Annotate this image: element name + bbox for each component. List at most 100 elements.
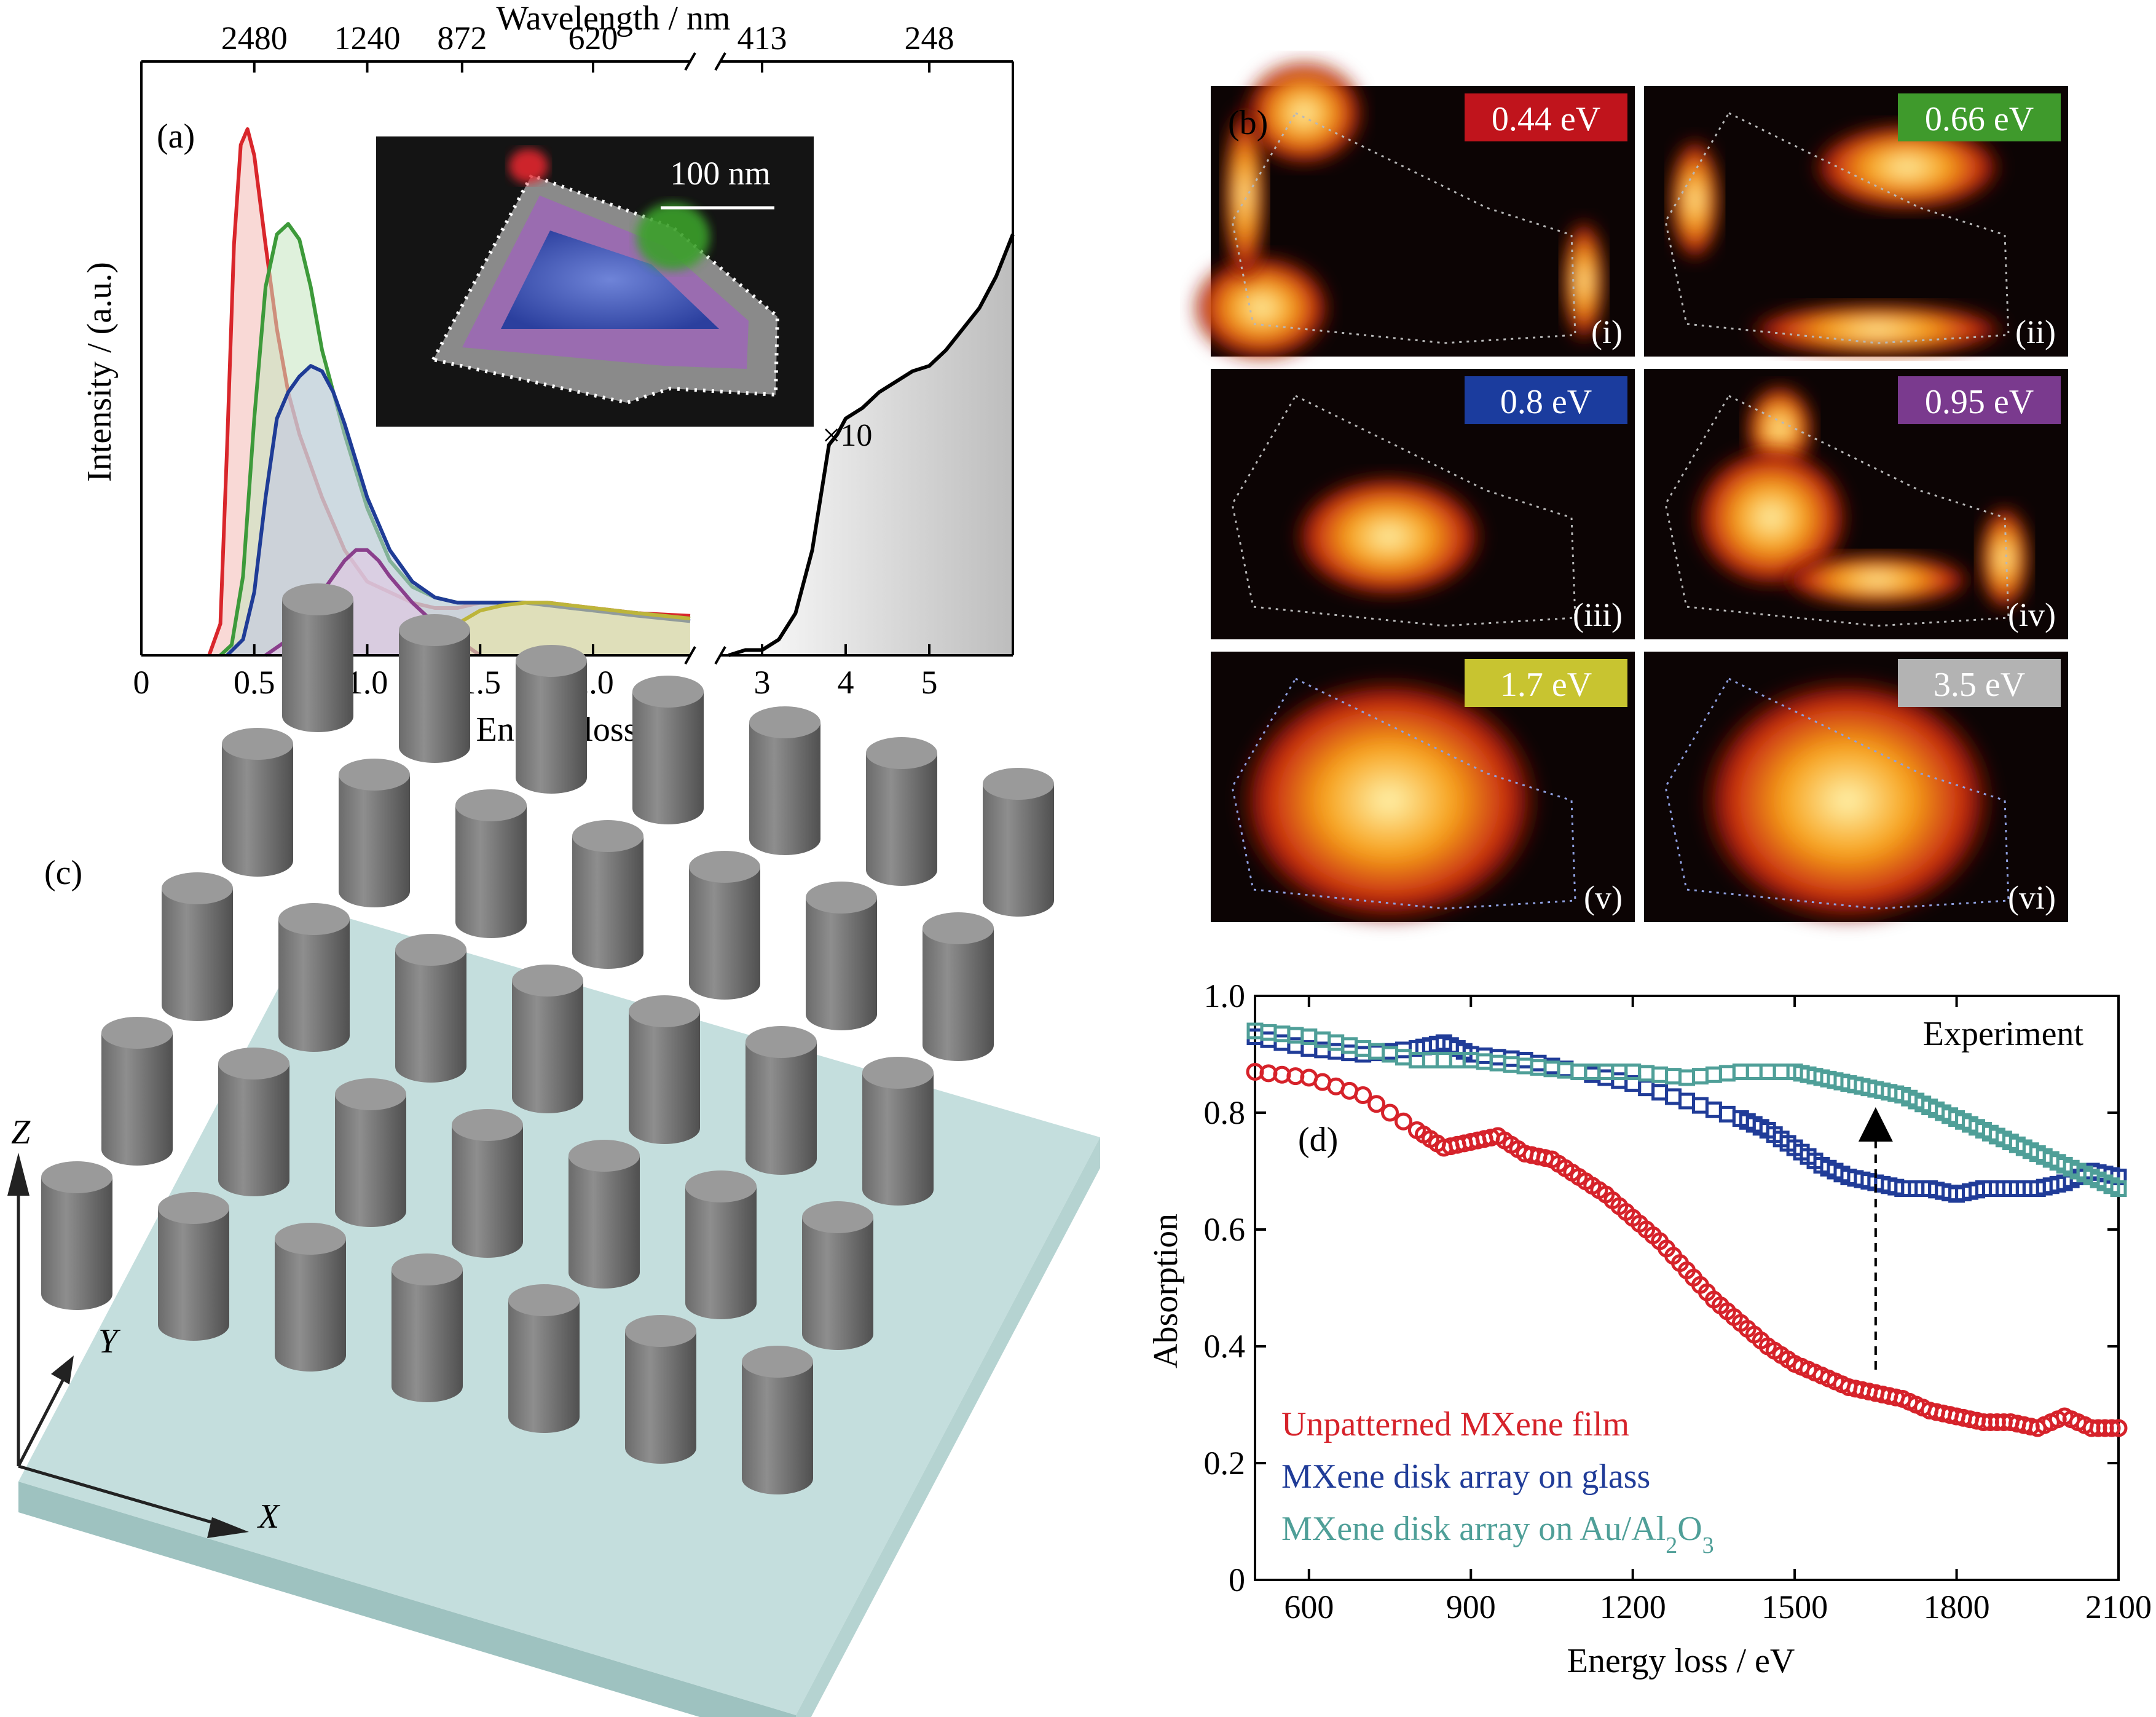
mxene-disk [516,645,587,794]
energy-badge [1465,93,1627,141]
mxene-disk [629,995,700,1144]
mxene-disk [275,1223,346,1372]
series-1-point [1718,1105,1736,1123]
map-index-label: (iv) [2008,596,2056,633]
energy-badge [1898,659,2061,707]
mxene-disk [749,706,820,855]
disk-top [569,1140,640,1172]
map-index-label: (ii) [2015,314,2056,350]
map-hotspot [1296,476,1482,598]
energy-badge-label: 0.44 eV [1492,100,1600,138]
mxene-disk [101,1017,173,1166]
absorption-axis-title: Absorption [1147,1214,1185,1368]
intensity-axis-title: Intensity / (a.u.) [81,262,119,482]
axis-break-mark [684,646,696,665]
d-xtick-label: 600 [1284,1589,1334,1625]
coordinate-axes [7,1153,249,1538]
disk-top [689,851,760,883]
series-0-point [1394,1112,1412,1131]
series-0-point [1367,1095,1386,1113]
disk-top [278,903,350,935]
disk-top [862,1057,934,1089]
disk-top [158,1192,229,1224]
disk-side [218,1064,289,1196]
disk-side [862,1073,934,1206]
a-top-tick-label: 2480 [221,20,288,57]
series-0-point [2103,1419,2121,1437]
substrate-side [18,1482,796,1717]
flake-outline [1231,112,1576,344]
map-hotspot [1694,448,1848,587]
map-hotspot [1223,108,1266,281]
d-ytick-label: 0.8 [1204,1094,1246,1131]
series-5-line [728,234,1015,657]
mxene-disk [222,728,293,877]
disk-side [508,1300,580,1433]
disk-side [802,1217,873,1350]
disk-side [923,928,994,1061]
panel-c-disk-array: Z Y X (c) [7,583,1100,1717]
mxene-disk [41,1161,112,1310]
disk-side [41,1177,112,1310]
axis-break-mark [714,646,726,665]
map-index-label: (iii) [1573,596,1623,633]
map-hotspot [1240,679,1538,922]
d-ytick-label: 0.6 [1204,1211,1246,1248]
substrate-edge [796,1137,1100,1717]
disk-top [101,1017,173,1049]
wavelength-ticks: 2480 1240 872 620 413 248 [221,20,954,73]
series-1-point [1638,1080,1655,1097]
x-axis [18,1464,231,1530]
disk-top [218,1048,289,1080]
series-2-point [1651,1066,1669,1083]
panel-d-label: (d) [1298,1121,1338,1159]
series-4-fill [412,602,690,655]
series-2-point [1273,1025,1291,1043]
series-2-point [1665,1068,1682,1085]
disk-top [742,1346,813,1378]
a-top-tick-label: 413 [738,20,787,57]
disk-top [455,789,527,821]
eels-map-tile: 3.5 eV (vi) [1644,652,2068,922]
series-1-point [1651,1084,1669,1101]
experiment-note: Experiment [1923,1015,2084,1053]
a-top-tick-label: 1240 [334,20,400,57]
mxene-disk [282,583,353,732]
mxene-disk [983,768,1054,917]
eels-map-tile: 0.44 eV (i) [1194,61,1635,360]
disk-top [335,1078,406,1110]
mxene-disks [41,583,1054,1494]
disk-top [395,934,466,966]
series-1-point [1570,1064,1587,1080]
map-hotspot [1194,256,1330,360]
disk-side [282,599,353,732]
disk-side [512,981,583,1113]
disk-side [746,1042,817,1175]
mxene-disk [218,1048,289,1196]
mxene-disk [391,1253,463,1402]
disk-side [101,1033,173,1166]
disk-side [339,775,410,907]
disk-top [629,995,700,1027]
series-2-point [1611,1064,1628,1080]
mxene-disk [335,1078,406,1227]
map-hotspot [1784,553,1971,606]
mxene-disk [339,759,410,907]
energy-badge-label: 0.8 eV [1500,383,1592,421]
panel-a-label: (a) [157,117,195,156]
series-1-point [1678,1092,1695,1110]
disk-top [391,1253,463,1285]
d-xtick-label: 1500 [1761,1589,1828,1625]
series-2-point [1718,1065,1736,1082]
legend-entry: Unpatterned MXene film [1281,1405,1629,1443]
mxene-disk [632,676,704,824]
disk-top [516,645,587,677]
series-2-point [1745,1064,1763,1080]
mxene-disk [806,882,877,1030]
flake-outline [1664,677,2010,910]
mxene-disk [395,934,466,1083]
map-hotspot [1814,124,2001,211]
disk-top [399,614,470,646]
mxene-disk [512,965,583,1113]
disk-top [802,1201,873,1233]
